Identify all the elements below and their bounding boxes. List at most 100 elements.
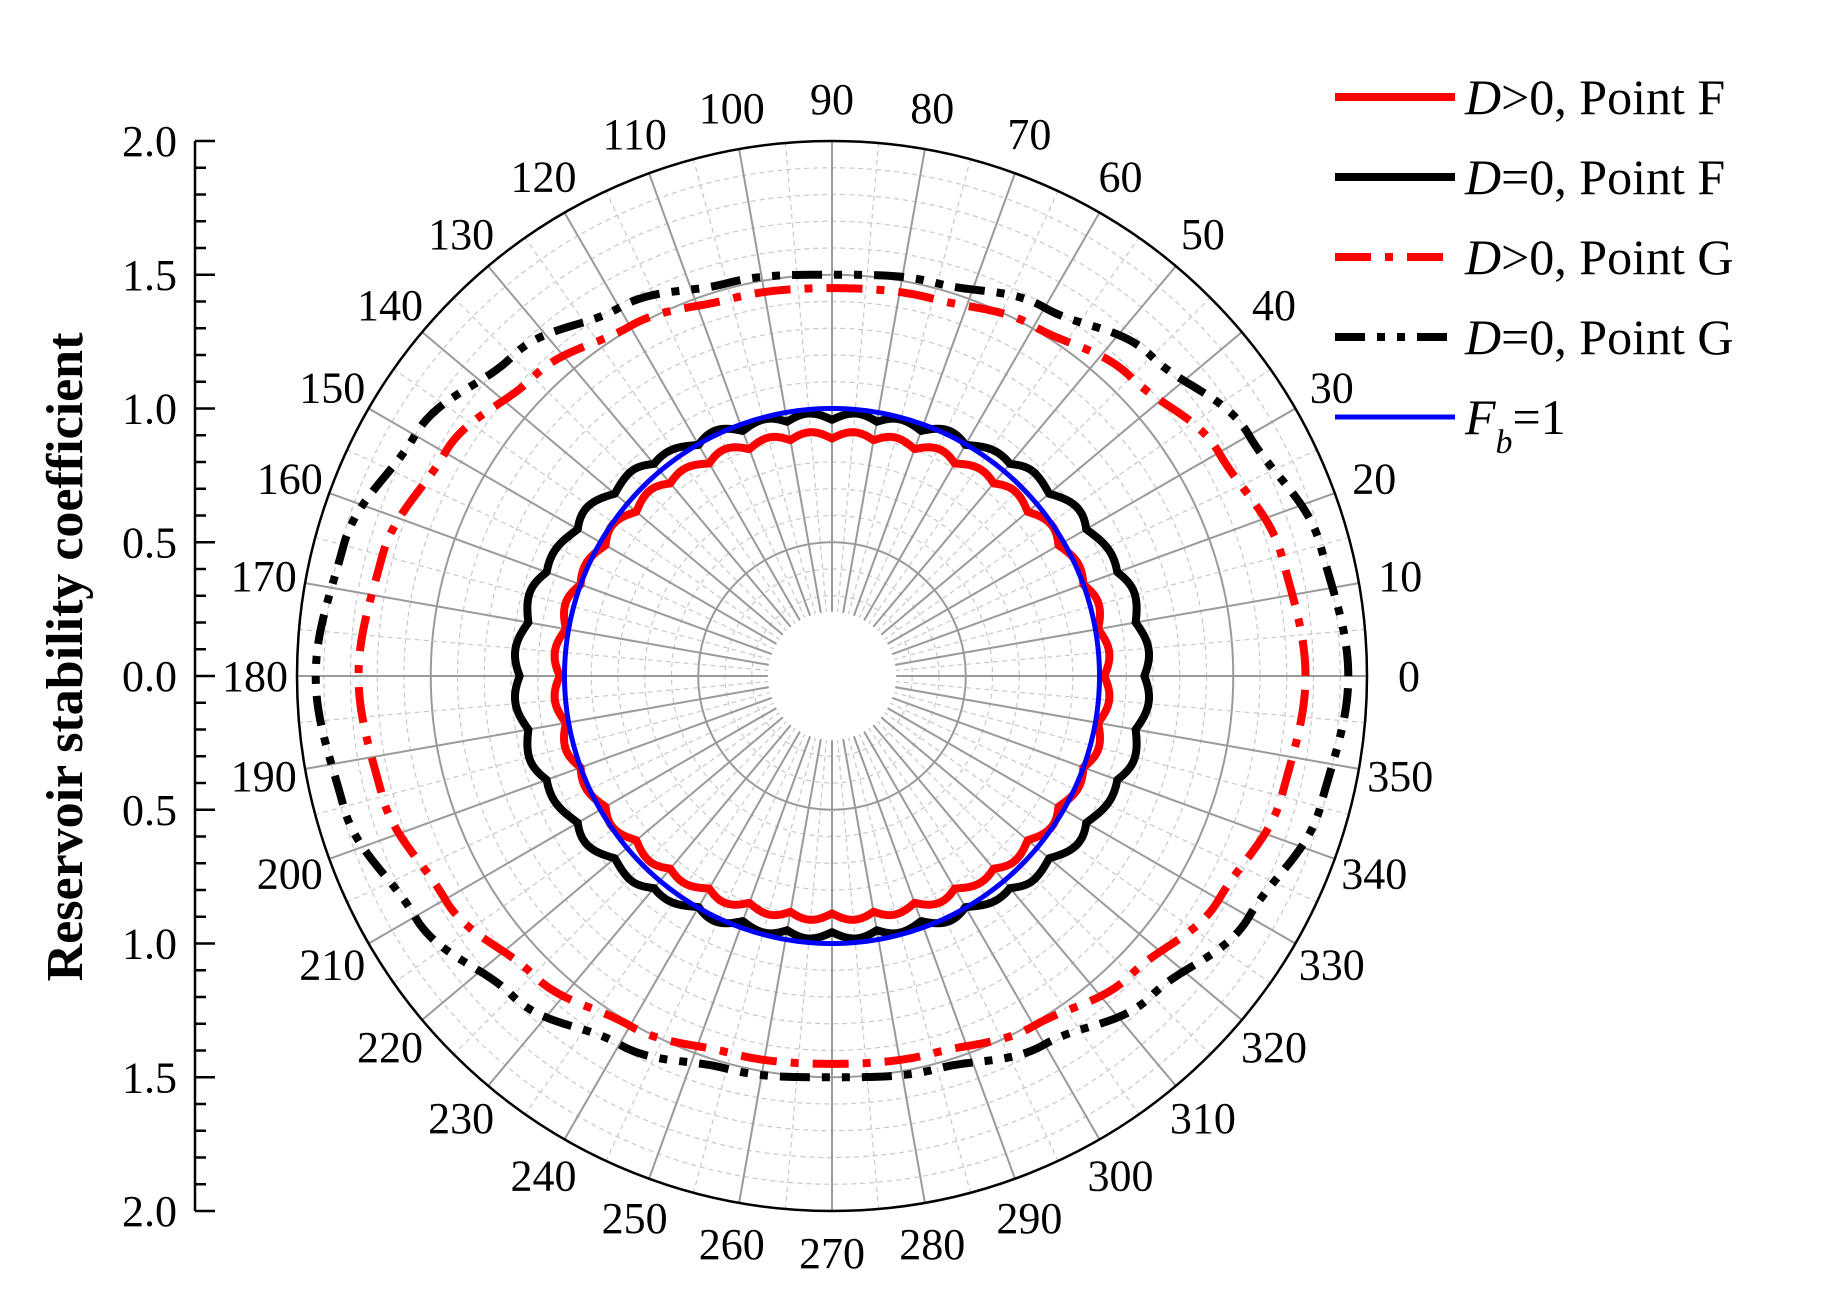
series-line-5 — [562, 406, 1102, 946]
minor-grid-spoke — [831, 237, 1140, 677]
angle-tick-label: 90 — [810, 75, 854, 124]
minor-grid-spoke — [831, 675, 880, 1210]
angle-tick-label: 330 — [1299, 941, 1365, 990]
legend-label-series-5: Fb=1 — [1464, 389, 1566, 461]
legend-label-series-1: D>0, Point F — [1464, 69, 1725, 125]
angle-tick-label: 270 — [799, 1229, 865, 1278]
minor-grid-spoke — [393, 368, 833, 677]
minor-grid-spoke — [831, 297, 1211, 677]
minor-grid-spoke — [831, 675, 1271, 984]
minor-grid-spoke — [831, 368, 1271, 677]
angle-tick-label: 30 — [1310, 364, 1354, 413]
minor-grid-spoke — [831, 190, 1059, 677]
angle-tick-label: 160 — [257, 455, 323, 504]
angle-tick-label: 150 — [299, 364, 365, 413]
radial-tick-label: 1.5 — [122, 1053, 177, 1102]
angle-tick-label: 170 — [231, 552, 297, 601]
angle-tick-label: 0 — [1398, 652, 1420, 701]
minor-grid-spoke — [453, 675, 833, 1055]
angle-tick-label: 210 — [299, 941, 365, 990]
angle-tick-label: 130 — [428, 210, 494, 259]
polar-grid — [297, 141, 1367, 1211]
minor-grid-spoke — [831, 628, 1366, 677]
minor-grid-spoke — [784, 142, 833, 677]
minor-grid-spoke — [346, 449, 833, 677]
angle-tick-label: 230 — [428, 1094, 494, 1143]
minor-grid-spoke — [524, 675, 833, 1115]
outer-boundary — [295, 139, 1369, 1213]
minor-grid-spoke — [831, 675, 1140, 1115]
angle-tick-label: 50 — [1181, 210, 1225, 259]
minor-grid-spoke — [298, 628, 833, 677]
angle-tick-label: 70 — [1007, 110, 1051, 159]
minor-grid-spoke — [831, 675, 1366, 724]
legend-label-series-3: D>0, Point G — [1464, 229, 1734, 285]
radial-tick-label: 2.0 — [122, 1187, 177, 1236]
minor-grid-spoke — [453, 297, 833, 677]
legend-label-series-4: D=0, Point G — [1464, 309, 1734, 365]
minor-grid-spoke — [831, 142, 880, 677]
minor-grid-spoke — [605, 675, 833, 1162]
minor-grid-spoke — [346, 675, 833, 903]
angle-tick-label: 310 — [1170, 1094, 1236, 1143]
legend-label-series-2: D=0, Point F — [1464, 149, 1725, 205]
center-hole — [767, 611, 897, 741]
minor-grid-spoke — [393, 675, 833, 984]
minor-grid-spoke — [315, 675, 833, 816]
minor-grid-spoke — [831, 675, 972, 1193]
angle-tick-label: 220 — [357, 1023, 423, 1072]
angle-tick-label: 60 — [1099, 152, 1143, 201]
angle-tick-label: 190 — [231, 752, 297, 801]
angle-tick-label: 140 — [357, 281, 423, 330]
legend-item-series-3: D>0, Point G — [1335, 229, 1734, 285]
minor-grid-spoke — [831, 159, 972, 677]
minor-grid-spoke — [298, 675, 833, 724]
angle-tick-label: 300 — [1088, 1152, 1154, 1201]
angle-tick-label: 350 — [1367, 752, 1433, 801]
radial-tick-label: 0.5 — [122, 518, 177, 567]
angle-tick-label: 320 — [1241, 1023, 1307, 1072]
minor-grid-spoke — [524, 237, 833, 677]
legend: D>0, Point F D=0, Point F D>0, Point G D… — [1335, 69, 1734, 461]
angle-tick-label: 280 — [899, 1220, 965, 1269]
minor-grid-spoke — [692, 675, 833, 1193]
minor-grid-spoke — [784, 675, 833, 1210]
angle-tick-label: 260 — [699, 1220, 765, 1269]
angle-tick-label: 290 — [996, 1194, 1062, 1243]
radial-tick-label: 1.5 — [122, 251, 177, 300]
radial-tick-label: 1.0 — [122, 920, 177, 969]
angle-tick-label: 100 — [699, 84, 765, 133]
angle-tick-label: 110 — [602, 110, 666, 159]
minor-grid-spoke — [831, 675, 1318, 903]
series-line-3 — [354, 284, 1310, 1068]
radial-tick-label: 1.0 — [122, 385, 177, 434]
angle-tick-label: 200 — [257, 849, 323, 898]
radial-tick-label: 0.0 — [122, 652, 177, 701]
angle-tick-label: 120 — [511, 152, 577, 201]
angle-tick-label: 10 — [1378, 552, 1422, 601]
y-axis-label: Reservoir stability coefficient — [37, 332, 94, 982]
angle-tick-label: 180 — [222, 652, 288, 701]
minor-grid-spoke — [831, 536, 1349, 677]
minor-grid-spoke — [605, 190, 833, 677]
series-group — [311, 270, 1353, 1082]
angle-tick-label: 240 — [511, 1152, 577, 1201]
series-line-1 — [550, 428, 1114, 924]
angle-tick-label: 20 — [1352, 455, 1396, 504]
legend-item-series-2: D=0, Point F — [1335, 149, 1725, 205]
legend-item-series-1: D>0, Point F — [1335, 69, 1725, 125]
minor-grid-spoke — [692, 159, 833, 677]
angle-tick-label: 340 — [1341, 849, 1407, 898]
angle-tick-label: 40 — [1252, 281, 1296, 330]
minor-grid-spoke — [831, 449, 1318, 677]
radial-tick-label: 0.5 — [122, 786, 177, 835]
angle-tick-label: 80 — [910, 84, 954, 133]
minor-grid-spoke — [831, 675, 1349, 816]
series-line-4 — [311, 270, 1353, 1082]
legend-item-series-5: Fb=1 — [1335, 389, 1566, 461]
radial-tick-label: 2.0 — [122, 117, 177, 166]
minor-grid-spoke — [831, 675, 1059, 1162]
minor-grid-spoke — [315, 536, 833, 677]
